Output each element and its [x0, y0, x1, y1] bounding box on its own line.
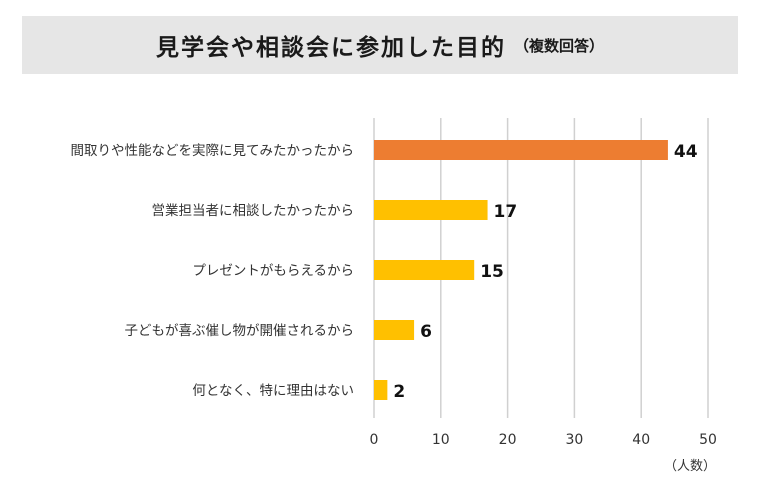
x-tick-label: 50: [699, 432, 717, 448]
data-label: 6: [420, 322, 432, 342]
data-label: 44: [674, 142, 698, 162]
category-label: 子どもが喜ぶ催し物が開催されるから: [125, 323, 355, 339]
category-label: 間取りや性能などを実際に見てみたかったから: [71, 143, 355, 159]
bars: [374, 140, 668, 400]
x-axis-unit-label: （人数）: [664, 459, 716, 474]
category-label: プレゼントがもらえるから: [192, 263, 354, 279]
category-label: 何となく、特に理由はない: [192, 383, 354, 399]
title-band: 見学会や相談会に参加した目的 （複数回答）: [22, 16, 738, 74]
chart-subtitle: （複数回答）: [513, 36, 604, 55]
bar: [374, 380, 388, 400]
data-label: 17: [494, 202, 518, 222]
bar: [374, 200, 488, 220]
bar: [374, 320, 415, 340]
gridlines: [373, 118, 709, 418]
x-tick-label: 0: [370, 432, 379, 448]
x-tick-label: 40: [632, 432, 650, 448]
data-labels: 44 17 15 6 2: [393, 142, 697, 402]
category-labels: 間取りや性能などを実際に見てみたかったから営業担当者に相談したかったからプレゼン…: [71, 143, 355, 399]
x-axis-ticks: 0 10 20 30 40 50: [370, 432, 717, 448]
bar: [374, 260, 475, 280]
chart-title: 見学会や相談会に参加した目的: [155, 35, 506, 61]
bar: [374, 140, 668, 160]
x-tick-label: 30: [565, 432, 583, 448]
data-label: 15: [480, 262, 504, 282]
data-label: 2: [393, 382, 405, 402]
x-tick-label: 20: [499, 432, 517, 448]
x-tick-label: 10: [432, 432, 450, 448]
category-label: 営業担当者に相談したかったから: [152, 203, 355, 219]
